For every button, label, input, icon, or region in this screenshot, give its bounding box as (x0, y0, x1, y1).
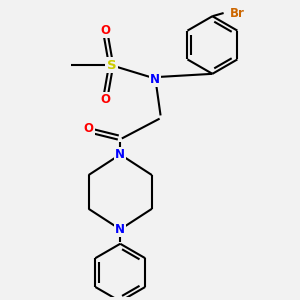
Text: N: N (115, 223, 125, 236)
Text: N: N (115, 148, 125, 161)
Text: Br: Br (230, 7, 245, 20)
Text: N: N (150, 73, 160, 86)
Text: O: O (101, 24, 111, 37)
Text: S: S (107, 59, 116, 72)
Text: O: O (101, 93, 111, 106)
Text: O: O (84, 122, 94, 135)
